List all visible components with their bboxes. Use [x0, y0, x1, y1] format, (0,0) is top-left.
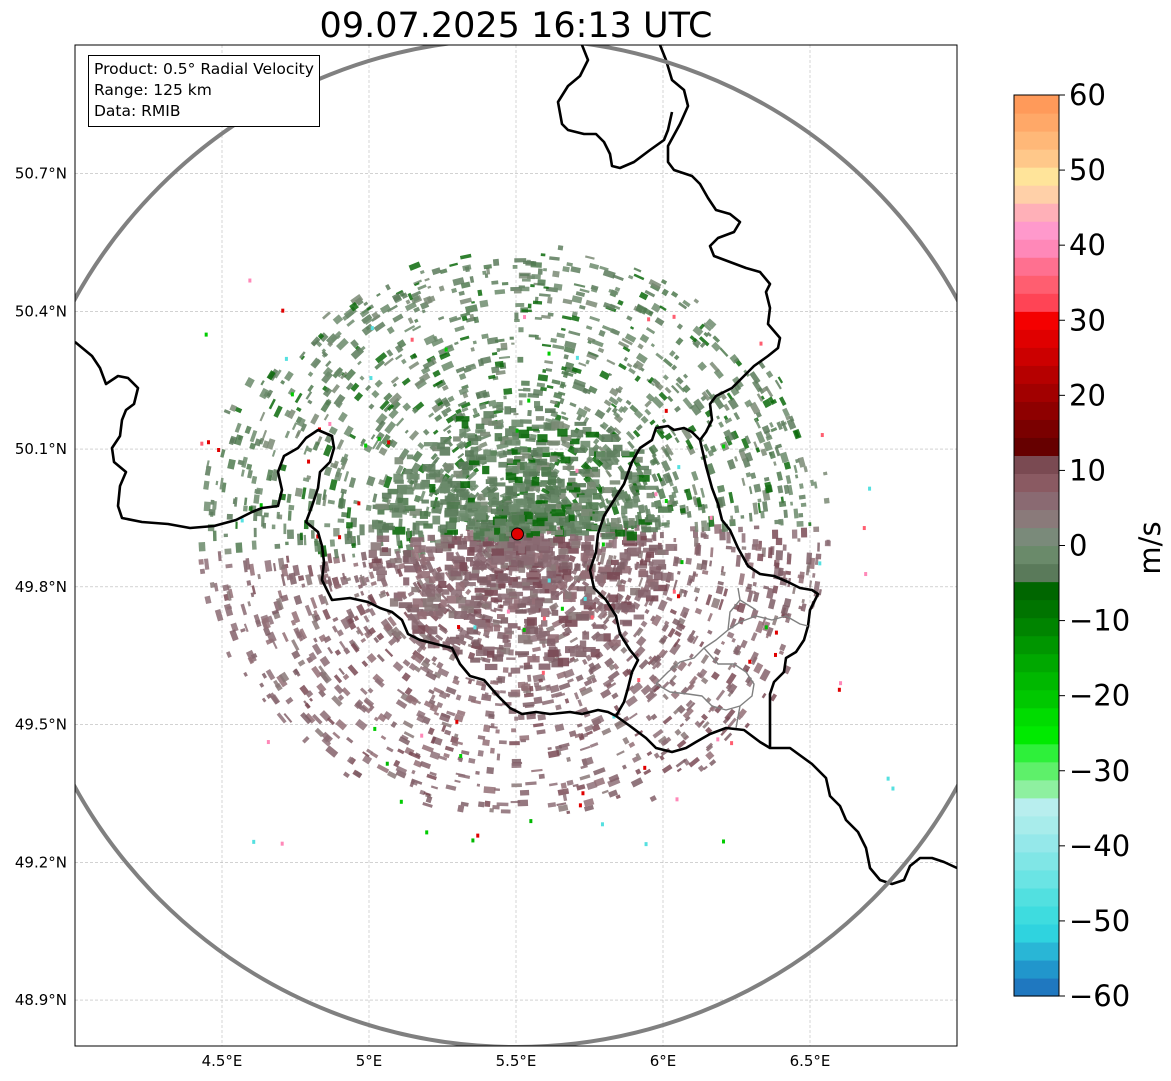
colorbar-block — [1014, 671, 1059, 691]
lon-tick-label: 6.5°E — [790, 1052, 831, 1070]
colorbar-block — [1014, 347, 1059, 366]
lat-tick-label: 50.4°N — [15, 302, 67, 320]
colorbar-block — [1014, 473, 1059, 493]
colorbar-block — [1014, 383, 1059, 402]
colorbar-block — [1014, 149, 1059, 168]
luxembourg-district-lines — [655, 587, 809, 729]
colorbar-block — [1014, 365, 1059, 384]
colorbar-tick-label: −40 — [1069, 829, 1130, 863]
colorbar-block — [1014, 761, 1059, 781]
colorbar-tick-label: −50 — [1069, 904, 1130, 938]
colorbar-block — [1014, 653, 1059, 673]
colorbar-block — [1014, 311, 1059, 330]
colorbar-block — [1014, 455, 1059, 475]
colorbar-block — [1014, 977, 1059, 997]
colorbar-block — [1014, 869, 1059, 889]
colorbar-block — [1014, 329, 1059, 348]
colorbar-block — [1014, 887, 1059, 907]
colorbar-block — [1014, 401, 1059, 420]
colorbar-block — [1014, 509, 1059, 529]
colorbar-block — [1014, 257, 1059, 276]
colorbar-unit-label: m/s — [1133, 521, 1167, 574]
colorbar-block — [1014, 185, 1059, 204]
colorbar-block — [1014, 527, 1059, 547]
colorbar-tick-label: 30 — [1069, 303, 1106, 337]
colorbar-block — [1014, 581, 1059, 601]
lat-tick-label: 49.8°N — [15, 578, 67, 596]
colorbar-block — [1014, 203, 1059, 222]
info-product: Product: 0.5° Radial Velocity — [94, 60, 314, 78]
lon-tick-label: 5.5°E — [496, 1052, 537, 1070]
colorbar-ticks: −60 −50 −40 −30 −20 −10 0 10 20 30 40 50 60 — [1059, 78, 1130, 1013]
colorbar-block — [1014, 275, 1059, 294]
country-borders — [75, 45, 957, 886]
border-belgium-france — [75, 340, 617, 718]
border-france-luxembourg-south — [615, 714, 957, 886]
colorbar-block — [1014, 599, 1059, 619]
colorbar-tick-label: −60 — [1069, 979, 1130, 1013]
colorbar-block — [1014, 167, 1059, 186]
colorbar-block — [1014, 905, 1059, 925]
colorbar-block — [1014, 617, 1059, 637]
colorbar-block — [1014, 563, 1059, 583]
colorbar-block — [1014, 419, 1059, 438]
colorbar-tick-label: 40 — [1069, 228, 1106, 262]
colorbar-block — [1014, 941, 1059, 961]
colorbar-block — [1014, 113, 1059, 132]
info-box: Product: 0.5° Radial Velocity Range: 125… — [88, 55, 320, 127]
gridlines — [75, 45, 957, 1046]
colorbar-block — [1014, 725, 1059, 745]
lat-tick-label: 50.1°N — [15, 440, 67, 458]
velocity-echoes — [198, 245, 895, 847]
map-frame — [74, 44, 958, 1047]
colorbar-tick-label: −20 — [1069, 679, 1130, 713]
lon-tick-label: 4.5°E — [202, 1052, 243, 1070]
colorbar-block — [1014, 131, 1059, 150]
colorbar-block — [1014, 923, 1059, 943]
colorbar-block — [1014, 491, 1059, 511]
radar-site-marker[interactable] — [510, 527, 524, 541]
colorbar-block — [1014, 815, 1059, 835]
colorbar-block — [1014, 635, 1059, 655]
colorbar-blocks — [1014, 95, 1059, 997]
colorbar-block — [1014, 437, 1059, 456]
border-belgium-luxembourg — [588, 45, 782, 717]
colorbar-tick-label: −30 — [1069, 754, 1130, 788]
colorbar-tick-label: 20 — [1069, 378, 1106, 412]
colorbar-block — [1014, 779, 1059, 799]
colorbar-block — [1014, 95, 1059, 114]
latitude-tick-labels: 48.9°N 49.2°N 49.5°N 49.8°N 50.1°N 50.4°N 50.7… — [15, 165, 67, 1010]
map-title: 09.07.2025 16:13 UTC — [319, 6, 713, 46]
colorbar-block — [1014, 797, 1059, 817]
lat-tick-label: 49.5°N — [15, 716, 67, 734]
colorbar-tick-label: 60 — [1069, 78, 1106, 112]
colorbar-block — [1014, 851, 1059, 871]
info-range: Range: 125 km — [94, 81, 212, 99]
colorbar-block — [1014, 743, 1059, 763]
colorbar-block — [1014, 707, 1059, 727]
colorbar-block — [1014, 239, 1059, 258]
lat-tick-label: 50.7°N — [15, 165, 67, 183]
colorbar-block — [1014, 689, 1059, 709]
colorbar-block — [1014, 833, 1059, 853]
colorbar-block — [1014, 293, 1059, 312]
info-source: Data: RMIB — [94, 102, 181, 120]
colorbar-tick-label: −10 — [1069, 604, 1130, 638]
colorbar-tick-label: 0 — [1069, 529, 1087, 563]
border-belgium-netherlands — [556, 45, 674, 170]
lon-tick-label: 5°E — [356, 1052, 383, 1070]
colorbar-tick-label: 50 — [1069, 153, 1106, 187]
longitude-tick-labels: 4.5°E 5°E 5.5°E 6°E 6.5°E — [202, 1052, 831, 1070]
lon-tick-label: 6°E — [650, 1052, 677, 1070]
colorbar-block — [1014, 545, 1059, 565]
lat-tick-label: 48.9°N — [15, 991, 67, 1009]
border-luxembourg-germany-france — [698, 439, 820, 748]
colorbar-tick-label: 10 — [1069, 453, 1106, 487]
colorbar-block — [1014, 959, 1059, 979]
colorbar-block — [1014, 221, 1059, 240]
lat-tick-label: 49.2°N — [15, 853, 67, 871]
